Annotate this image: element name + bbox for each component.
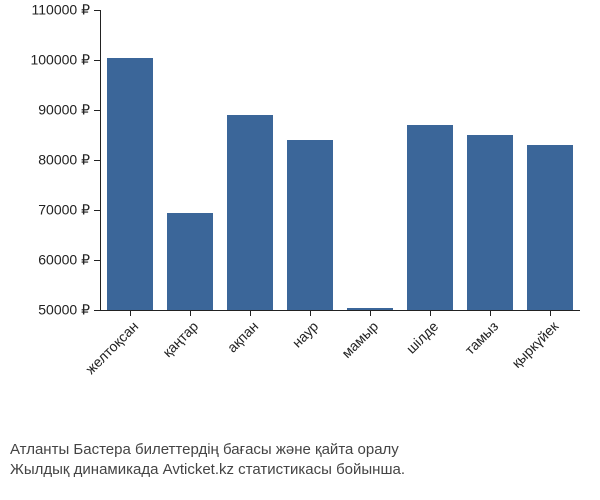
chart-container: 50000 ₽ 60000 ₽ 70000 ₽ 80000 ₽ 90000 ₽ 10000… [0, 0, 600, 500]
x-tick-label: желтоқсан [82, 318, 141, 377]
y-axis: 50000 ₽60000 ₽70000 ₽80000 ₽90000 ₽10000… [0, 10, 100, 310]
x-tick-mark [310, 310, 311, 316]
y-tick-label: 100000 ₽ [30, 52, 90, 69]
x-tick-label: қыркүйек [508, 318, 561, 371]
x-axis: желтоқсанқаңтарақпаннаурмамыршілдетамызқ… [100, 310, 580, 430]
bar [167, 213, 214, 311]
bar [107, 58, 154, 311]
x-tick-mark [430, 310, 431, 316]
caption-line-1: Атланты Бастера билеттердің бағасы және … [10, 440, 590, 460]
x-tick-label: шілде [403, 318, 442, 357]
x-tick-mark [550, 310, 551, 316]
bar [287, 140, 334, 310]
y-tick-label: 110000 ₽ [32, 2, 90, 19]
x-tick-mark [250, 310, 251, 316]
bar [407, 125, 454, 310]
x-tick-label: қаңтар [159, 318, 201, 360]
x-tick-mark [130, 310, 131, 316]
x-tick-label: ақпан [224, 318, 261, 355]
x-tick-label: наур [289, 318, 322, 351]
x-tick-mark [190, 310, 191, 316]
x-tick-mark [370, 310, 371, 316]
y-tick-label: 70000 ₽ [38, 202, 90, 219]
y-tick-label: 60000 ₽ [38, 252, 90, 269]
x-tick-label: тамыз [462, 318, 502, 358]
y-tick-label: 80000 ₽ [38, 152, 90, 169]
x-tick-mark [490, 310, 491, 316]
plot-area [100, 10, 580, 310]
caption-line-2: Жылдық динамикада Avticket.kz статистика… [10, 460, 590, 480]
bar [227, 115, 274, 310]
bar [527, 145, 574, 310]
x-tick-label: мамыр [338, 318, 381, 361]
y-tick-label: 90000 ₽ [38, 102, 90, 119]
y-tick-label: 50000 ₽ [38, 302, 90, 319]
bar [467, 135, 514, 310]
bars-group [100, 10, 580, 310]
caption: Атланты Бастера билеттердің бағасы және … [10, 440, 590, 481]
